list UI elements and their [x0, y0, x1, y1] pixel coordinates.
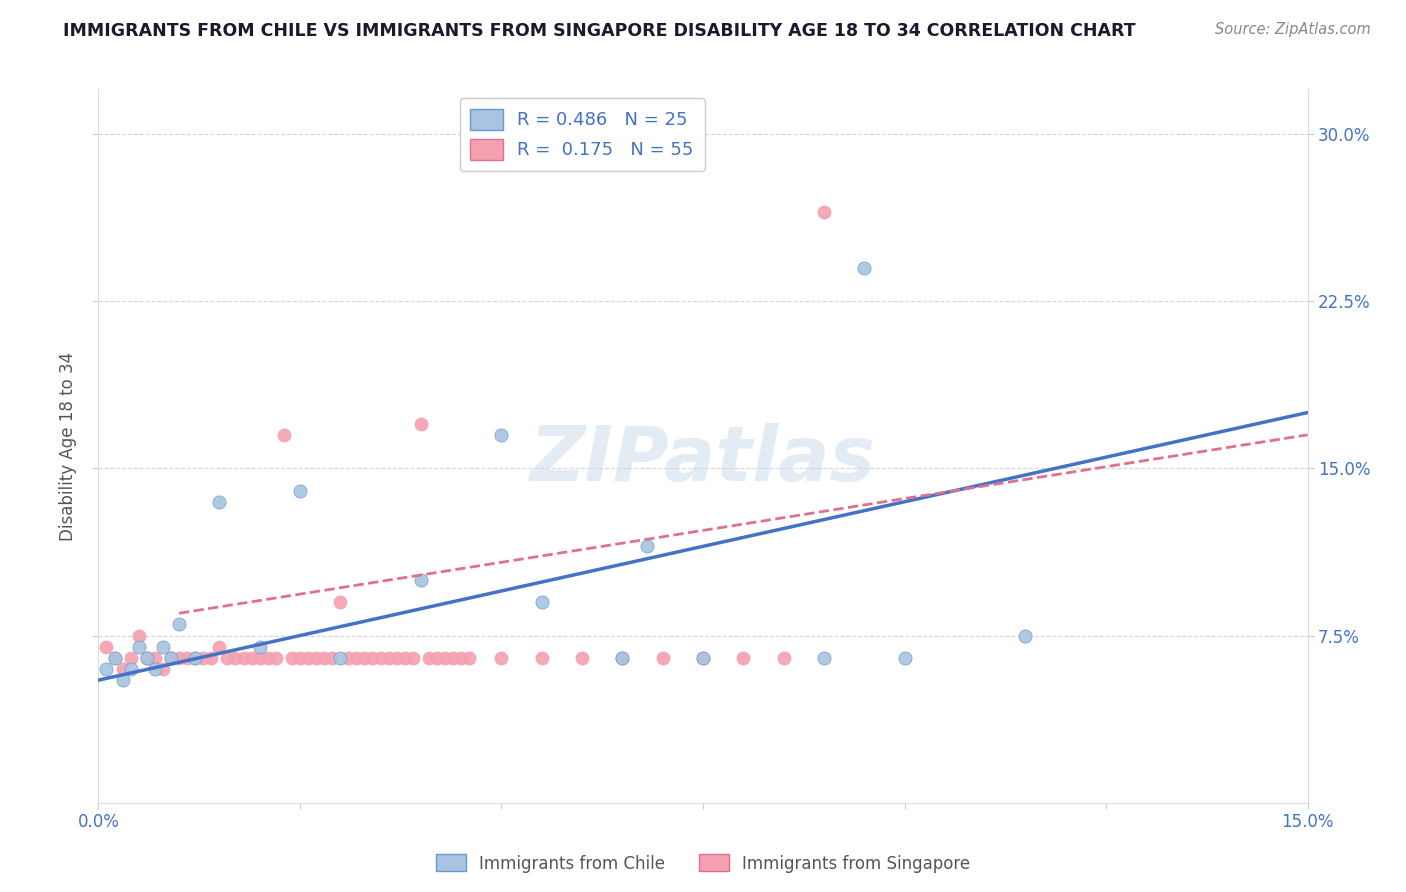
Point: [160, 651, 183, 665]
Text: ZIPatlas: ZIPatlas: [530, 424, 876, 497]
Point: [813, 204, 835, 219]
Point: [733, 651, 755, 665]
Point: [370, 651, 392, 665]
Point: [1014, 628, 1036, 642]
Point: [409, 573, 432, 587]
Point: [96, 662, 118, 676]
Point: [232, 651, 254, 665]
Point: [184, 651, 207, 665]
Legend: Immigrants from Chile, Immigrants from Singapore: Immigrants from Chile, Immigrants from S…: [429, 847, 977, 880]
Point: [200, 651, 222, 665]
Point: [612, 651, 634, 665]
Point: [264, 651, 287, 665]
Point: [651, 651, 673, 665]
Text: IMMIGRANTS FROM CHILE VS IMMIGRANTS FROM SINGAPORE DISABILITY AGE 18 TO 34 CORRE: IMMIGRANTS FROM CHILE VS IMMIGRANTS FROM…: [63, 22, 1136, 40]
Point: [143, 651, 166, 665]
Point: [273, 427, 295, 442]
Point: [208, 494, 231, 508]
Point: [377, 651, 399, 665]
Point: [394, 651, 416, 665]
Point: [353, 651, 375, 665]
Point: [184, 651, 207, 665]
Point: [530, 651, 553, 665]
Point: [329, 595, 352, 609]
Point: [692, 651, 714, 665]
Point: [193, 651, 215, 665]
Point: [167, 617, 190, 632]
Point: [458, 651, 481, 665]
Point: [612, 651, 634, 665]
Point: [281, 651, 304, 665]
Y-axis label: Disability Age 18 to 34: Disability Age 18 to 34: [59, 351, 77, 541]
Point: [176, 651, 198, 665]
Point: [329, 651, 352, 665]
Point: [530, 595, 553, 609]
Point: [120, 651, 142, 665]
Point: [321, 651, 343, 665]
Point: [103, 651, 125, 665]
Point: [772, 651, 794, 665]
Point: [111, 662, 134, 676]
Point: [135, 651, 157, 665]
Point: [217, 651, 239, 665]
Point: [224, 651, 246, 665]
Point: [297, 651, 319, 665]
Point: [402, 651, 425, 665]
Point: [103, 651, 125, 665]
Point: [344, 651, 367, 665]
Legend: R = 0.486   N = 25, R =  0.175   N = 55: R = 0.486 N = 25, R = 0.175 N = 55: [460, 98, 704, 170]
Point: [128, 628, 150, 642]
Point: [491, 651, 513, 665]
Point: [160, 651, 183, 665]
Point: [240, 651, 263, 665]
Point: [249, 651, 271, 665]
Point: [692, 651, 714, 665]
Point: [418, 651, 440, 665]
Point: [152, 640, 174, 654]
Point: [491, 427, 513, 442]
Point: [120, 662, 142, 676]
Point: [813, 651, 835, 665]
Point: [314, 651, 336, 665]
Point: [288, 483, 311, 498]
Point: [636, 539, 658, 553]
Point: [426, 651, 449, 665]
Point: [256, 651, 278, 665]
Point: [434, 651, 457, 665]
Point: [143, 662, 166, 676]
Point: [208, 640, 231, 654]
Point: [135, 651, 157, 665]
Point: [385, 651, 408, 665]
Point: [571, 651, 593, 665]
Point: [441, 651, 464, 665]
Point: [853, 260, 876, 275]
Point: [409, 417, 432, 431]
Point: [337, 651, 360, 665]
Point: [249, 640, 271, 654]
Text: Source: ZipAtlas.com: Source: ZipAtlas.com: [1215, 22, 1371, 37]
Point: [128, 640, 150, 654]
Point: [152, 662, 174, 676]
Point: [167, 651, 190, 665]
Point: [96, 640, 118, 654]
Point: [450, 651, 472, 665]
Point: [305, 651, 328, 665]
Point: [111, 673, 134, 687]
Point: [893, 651, 915, 665]
Point: [361, 651, 384, 665]
Point: [288, 651, 311, 665]
